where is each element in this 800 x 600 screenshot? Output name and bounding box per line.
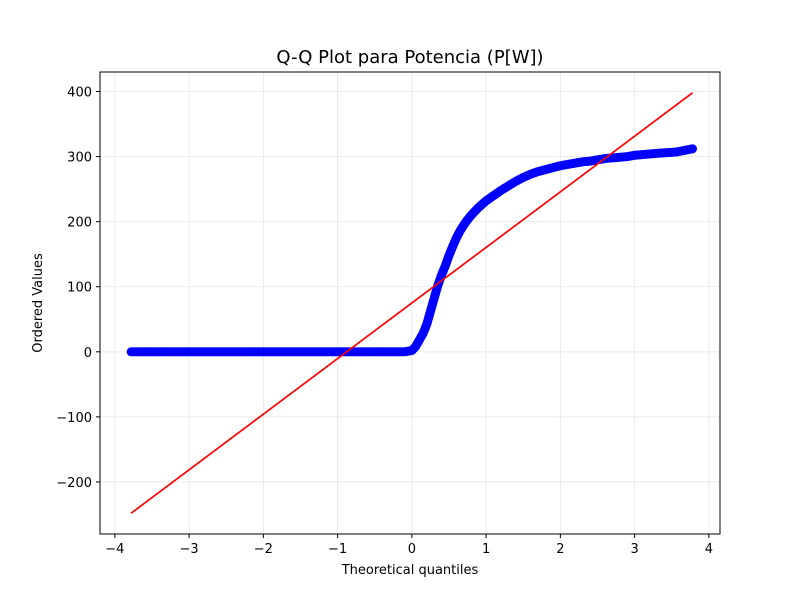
x-tick-label: 1 [482,542,490,557]
x-tick-label: −4 [105,542,124,557]
y-tick-label: 0 [84,346,92,361]
x-tick-label: −1 [328,542,347,557]
y-tick-label: 400 [67,86,92,101]
x-tick-label: 3 [630,542,638,557]
data-point [686,144,696,154]
x-tick-label: 0 [408,542,416,557]
y-tick-label: −100 [56,411,92,426]
y-tick-label: 300 [67,151,92,166]
fit-line [130,92,694,514]
x-tick-label: −2 [254,542,273,557]
x-tick-label: 2 [556,542,564,557]
y-tick-label: 100 [67,281,92,296]
y-tick-label: 200 [67,216,92,231]
reference-line [130,92,694,514]
y-axis-label: Ordered Values [31,253,46,353]
x-tick-label: 4 [705,542,713,557]
chart-title: Q-Q Plot para Potencia (P[W]) [276,47,543,68]
axis-ticks: −4 −3 −2 −1 0 1 2 3 4 −200 −100 0 100 200 300 400 [56,86,713,557]
x-tick-label: −3 [180,542,199,557]
plot-frame [99,71,721,535]
x-axis-label: Theoretical quantiles [341,563,479,578]
data-points [126,144,698,357]
y-tick-label: −200 [56,476,92,491]
